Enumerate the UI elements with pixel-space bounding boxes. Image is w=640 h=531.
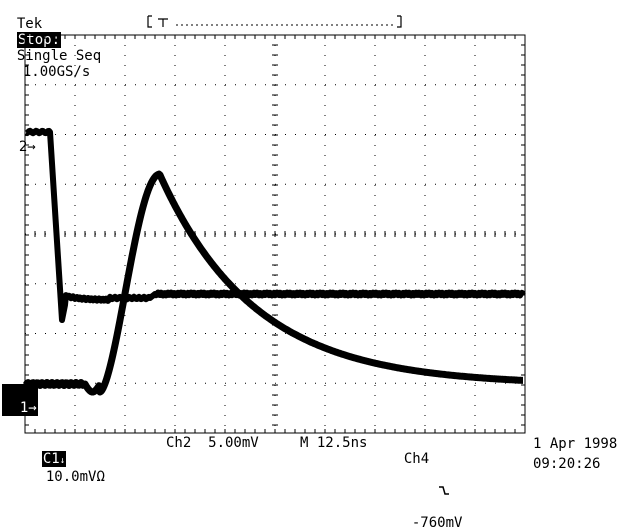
trigger-source: Ch4 [403,451,430,467]
ch2-waveform [24,127,526,323]
ohm-icon: Ω [96,469,105,485]
trigger-position-icon [158,18,168,27]
ch1-marker: 1→ [2,384,38,416]
sample-rate: 1.00GS/s [22,64,91,80]
record-bracket-icon [147,15,402,28]
date-readout: 1 Apr 1998 [533,436,618,452]
ch2-marker: 2→ [2,123,36,155]
timebase-readout: M 12.5ns [300,435,368,451]
ch2-marker-label: 2 [18,139,28,155]
ch1-badge: C1↓ [41,451,67,467]
waveform-display [22,34,526,434]
scope-header: Tek Stop: Single Seq 1.00GS/s [0,0,101,80]
arrow-right-icon: → [27,139,36,155]
trigger-level: -760mV [411,515,463,531]
waveform-traces [22,127,526,396]
brand-label: Tek [16,16,43,32]
ch1-waveform [22,170,526,396]
time-readout: 09:20:26 [533,456,601,472]
arrow-right-icon: → [28,400,37,416]
ch1-scale: 10.0mV [45,469,97,485]
graticule-grid [24,34,526,433]
ch1-readout: C1↓ 10.0mVΩ [25,435,105,485]
ch2-scale: Ch2 5.00mV [166,435,259,451]
acquisition-mode: Single Seq [16,48,102,64]
trigger-readout: Ch4 -760mV [387,435,463,531]
falling-edge-icon [404,467,449,515]
ch1-marker-label: 1 [19,400,29,416]
run-state-badge: Stop: [16,32,62,48]
coupling-icon: ↓ [59,456,66,466]
